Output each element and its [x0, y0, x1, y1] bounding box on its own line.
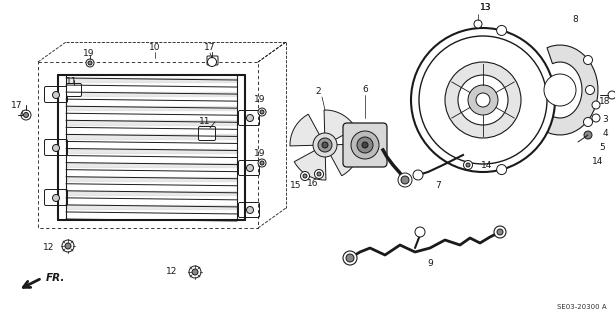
Text: 13: 13 — [480, 4, 492, 12]
Polygon shape — [547, 45, 598, 135]
Text: 11: 11 — [66, 77, 77, 86]
Text: SE03-20300 A: SE03-20300 A — [557, 304, 607, 310]
Circle shape — [260, 110, 264, 114]
FancyBboxPatch shape — [239, 110, 260, 125]
Circle shape — [86, 59, 94, 67]
Circle shape — [464, 161, 472, 170]
Polygon shape — [290, 114, 320, 146]
Circle shape — [584, 117, 592, 126]
Text: 16: 16 — [308, 179, 319, 188]
Text: 19: 19 — [254, 95, 266, 105]
Text: 4: 4 — [602, 129, 608, 138]
Circle shape — [468, 85, 498, 115]
Circle shape — [398, 173, 412, 187]
Text: 2: 2 — [315, 87, 321, 97]
Text: 12: 12 — [43, 243, 55, 252]
Circle shape — [247, 115, 253, 122]
Text: FR.: FR. — [46, 273, 65, 283]
FancyBboxPatch shape — [199, 126, 215, 140]
Circle shape — [476, 93, 490, 107]
Circle shape — [584, 131, 592, 139]
Circle shape — [192, 269, 198, 275]
Circle shape — [52, 92, 60, 99]
Circle shape — [258, 159, 266, 167]
FancyBboxPatch shape — [239, 161, 260, 175]
Circle shape — [313, 133, 337, 157]
Circle shape — [260, 161, 264, 165]
Circle shape — [608, 91, 615, 99]
FancyBboxPatch shape — [44, 140, 68, 156]
Circle shape — [351, 131, 379, 159]
Text: 17: 17 — [11, 101, 23, 110]
Text: 12: 12 — [166, 268, 178, 276]
Circle shape — [247, 164, 253, 172]
Circle shape — [474, 20, 482, 28]
Circle shape — [189, 266, 201, 278]
Circle shape — [497, 26, 507, 36]
Text: 13: 13 — [480, 4, 492, 12]
Circle shape — [585, 85, 595, 94]
Text: 17: 17 — [204, 44, 216, 52]
Circle shape — [413, 170, 423, 180]
Circle shape — [592, 114, 600, 122]
Text: 7: 7 — [435, 180, 441, 189]
Polygon shape — [330, 144, 360, 176]
Circle shape — [258, 108, 266, 116]
Circle shape — [458, 75, 508, 125]
Text: 18: 18 — [599, 98, 611, 107]
Polygon shape — [324, 110, 355, 140]
Circle shape — [303, 174, 307, 178]
Text: 5: 5 — [599, 143, 605, 153]
Text: 19: 19 — [83, 49, 95, 58]
Circle shape — [411, 28, 555, 172]
FancyBboxPatch shape — [44, 189, 68, 205]
FancyBboxPatch shape — [343, 123, 387, 167]
Circle shape — [494, 226, 506, 238]
Circle shape — [317, 172, 321, 176]
Circle shape — [52, 145, 60, 151]
FancyBboxPatch shape — [66, 84, 82, 97]
Circle shape — [21, 110, 31, 120]
Circle shape — [497, 229, 503, 235]
Circle shape — [466, 163, 470, 167]
Circle shape — [415, 227, 425, 237]
Circle shape — [247, 206, 253, 213]
Text: 10: 10 — [149, 44, 161, 52]
Circle shape — [401, 176, 409, 184]
Circle shape — [544, 74, 576, 106]
Circle shape — [318, 138, 332, 152]
FancyBboxPatch shape — [239, 203, 260, 218]
Circle shape — [592, 101, 600, 109]
Text: 14: 14 — [481, 161, 493, 170]
Text: 3: 3 — [602, 116, 608, 124]
Text: 19: 19 — [254, 148, 266, 157]
Circle shape — [346, 254, 354, 262]
Circle shape — [62, 240, 74, 252]
Text: 14: 14 — [592, 157, 604, 166]
Circle shape — [445, 62, 521, 138]
Text: 8: 8 — [572, 15, 578, 25]
Circle shape — [314, 170, 323, 179]
Circle shape — [343, 251, 357, 265]
Circle shape — [301, 172, 309, 180]
Polygon shape — [294, 150, 326, 180]
Circle shape — [88, 61, 92, 65]
Circle shape — [52, 195, 60, 202]
Circle shape — [584, 55, 592, 65]
FancyBboxPatch shape — [44, 86, 68, 102]
Text: 9: 9 — [427, 259, 433, 268]
FancyBboxPatch shape — [207, 56, 218, 65]
Circle shape — [497, 164, 507, 174]
Circle shape — [357, 137, 373, 153]
Circle shape — [65, 243, 71, 249]
Circle shape — [362, 142, 368, 148]
Text: 15: 15 — [290, 180, 302, 189]
Text: 6: 6 — [362, 85, 368, 94]
Circle shape — [207, 58, 216, 67]
Text: 11: 11 — [199, 117, 211, 126]
Circle shape — [419, 36, 547, 164]
Circle shape — [322, 142, 328, 148]
Circle shape — [23, 113, 28, 117]
